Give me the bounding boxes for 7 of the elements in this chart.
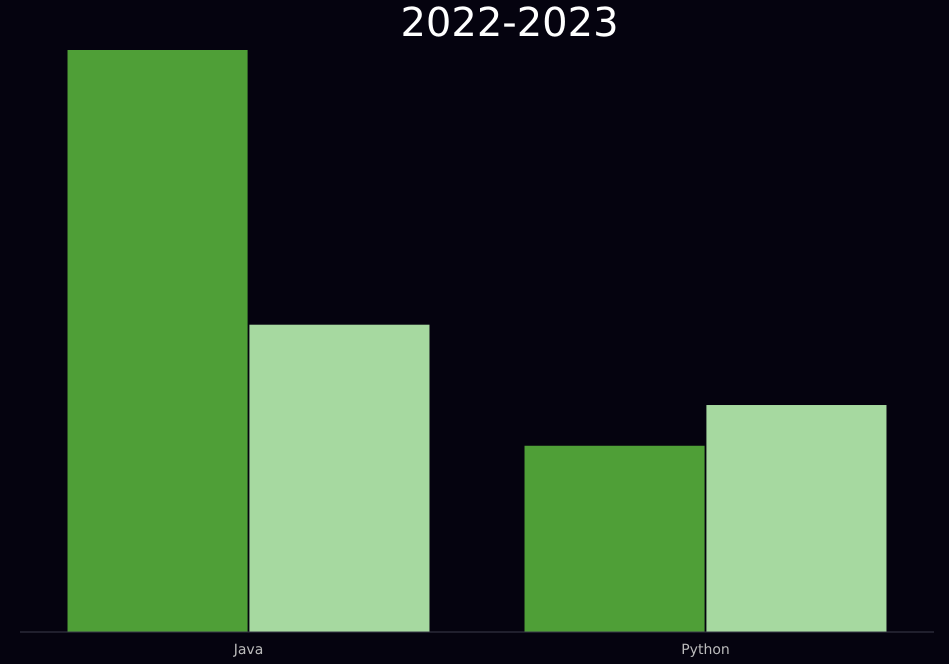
chart-title: 2022-2023	[400, 0, 619, 46]
x-tick-label: Java	[232, 642, 264, 658]
bar	[68, 50, 248, 632]
x-tick-label: Python	[681, 642, 730, 658]
bar	[524, 446, 705, 632]
bar	[706, 405, 886, 632]
bar	[249, 324, 430, 632]
